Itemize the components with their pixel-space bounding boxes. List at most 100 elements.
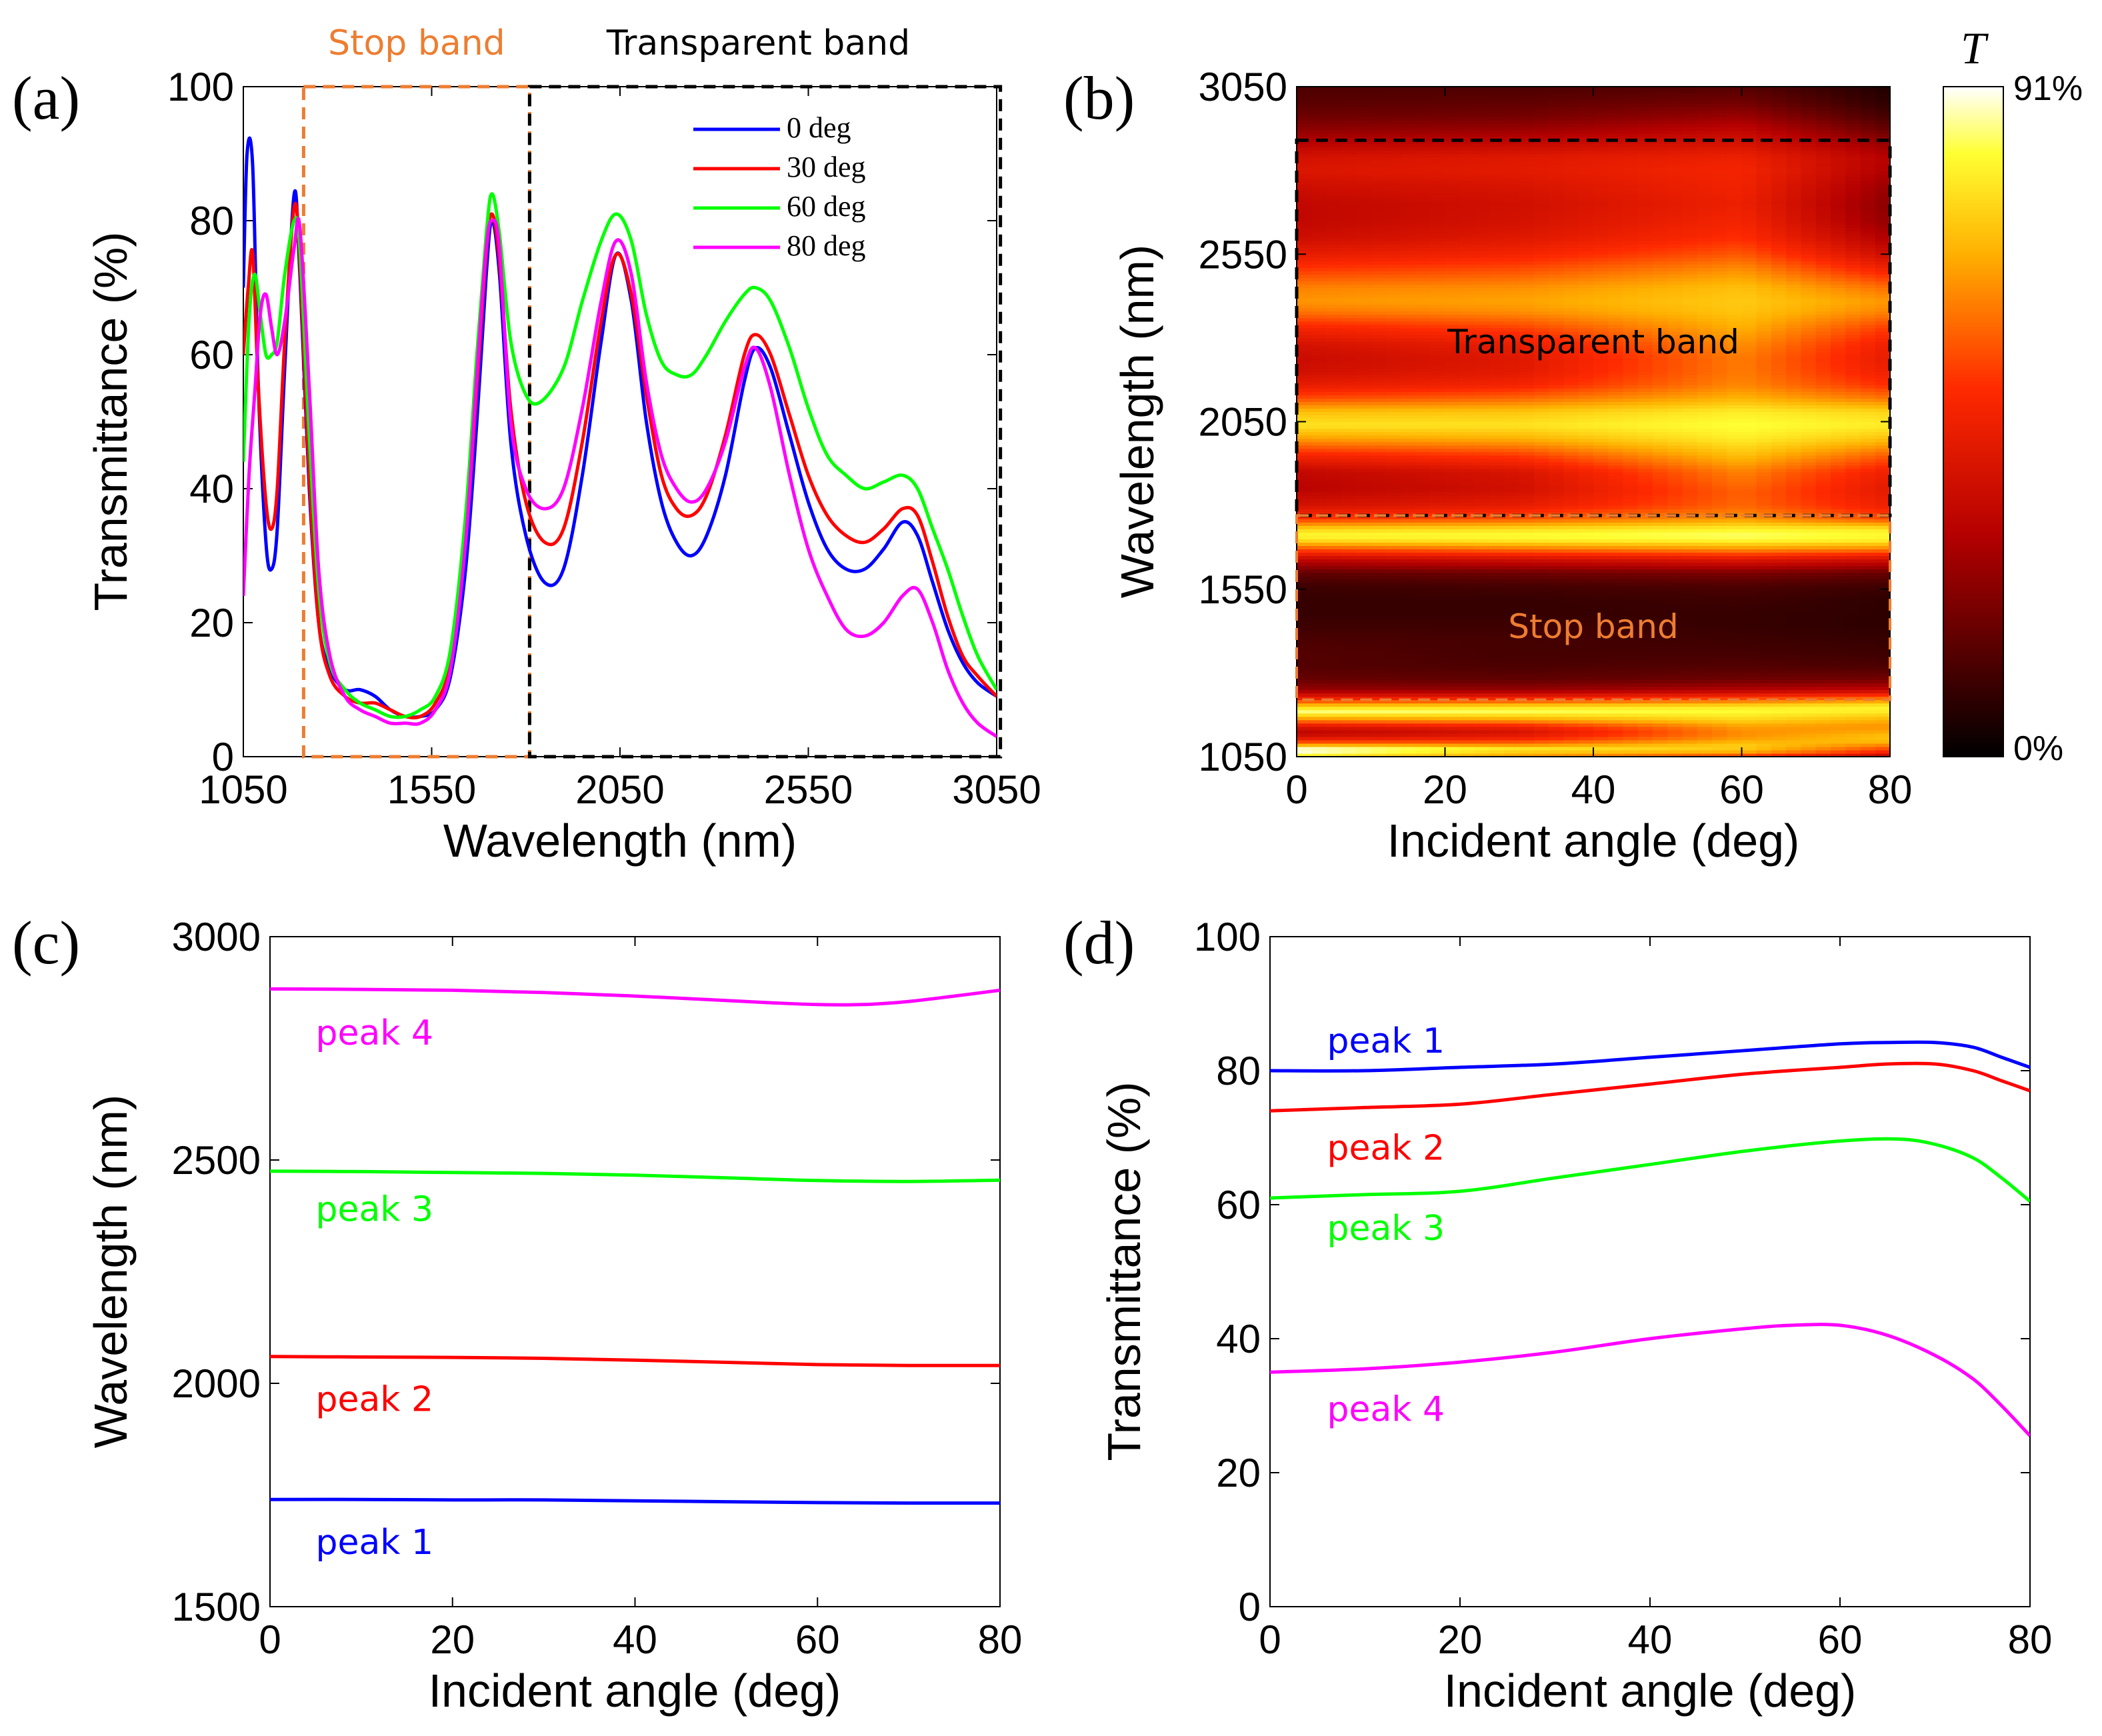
heatmap-cell <box>1845 716 1861 721</box>
heatmap-cell <box>1831 579 1846 583</box>
heatmap-cell <box>1326 532 1342 536</box>
heatmap-cell <box>1519 689 1535 694</box>
heatmap-cell <box>1741 358 1757 362</box>
heatmap-cell <box>1667 743 1683 747</box>
heatmap-cell <box>1593 499 1609 503</box>
heatmap-cell <box>1385 629 1401 633</box>
heatmap-cell <box>1578 535 1594 539</box>
heatmap-cell <box>1637 619 1653 623</box>
heatmap-cell <box>1385 418 1401 423</box>
heatmap-cell <box>1504 539 1520 543</box>
heatmap-cell <box>1326 656 1342 660</box>
heatmap-cell <box>1341 361 1357 365</box>
heatmap-cell <box>1697 361 1713 365</box>
heatmap-cell <box>1356 696 1371 701</box>
heatmap-cell <box>1297 465 1312 469</box>
heatmap-cell <box>1459 391 1475 395</box>
heatmap-cell <box>1727 623 1743 627</box>
heatmap-cell <box>1430 673 1446 677</box>
heatmap-cell <box>1741 706 1757 711</box>
heatmap-cell <box>1637 395 1653 399</box>
heatmap-cell <box>1682 375 1698 379</box>
heatmap-cell <box>1608 619 1624 623</box>
heatmap-cell <box>1385 344 1401 349</box>
heatmap-cell <box>1667 706 1683 711</box>
heatmap-cell <box>1578 391 1594 395</box>
heatmap-cell <box>1667 666 1683 670</box>
heatmap-cell <box>1608 562 1624 567</box>
heatmap-cell <box>1741 492 1757 496</box>
heatmap-cell <box>1653 736 1668 741</box>
heatmap-cell <box>1682 408 1698 413</box>
heatmap-cell <box>1637 495 1653 499</box>
heatmap-cell <box>1786 639 1802 643</box>
heatmap-cell <box>1563 663 1579 667</box>
heatmap-cell <box>1727 719 1743 724</box>
heatmap-cell <box>1623 435 1639 439</box>
heatmap-cell <box>1712 542 1727 547</box>
heatmap-cell <box>1697 683 1713 687</box>
heatmap-cell <box>1415 676 1431 681</box>
heatmap-cell <box>1801 465 1817 469</box>
heatmap-cell <box>1697 371 1713 375</box>
heatmap-cell <box>1563 699 1579 704</box>
heatmap-cell <box>1489 489 1505 493</box>
heatmap-cell <box>1815 615 1831 620</box>
heatmap-cell <box>1549 619 1565 623</box>
heatmap-cell <box>1578 673 1594 677</box>
heatmap-cell <box>1341 572 1357 577</box>
heatmap-cell <box>1771 388 1787 392</box>
heatmap-cell <box>1815 706 1831 711</box>
heatmap-cell <box>1504 716 1520 721</box>
heatmap-cell <box>1415 361 1431 365</box>
heatmap-cell <box>1400 693 1416 697</box>
heatmap-cell <box>1534 539 1549 543</box>
heatmap-cell <box>1637 726 1653 731</box>
heatmap-cell <box>1875 565 1891 570</box>
heatmap-cell <box>1415 706 1431 711</box>
heatmap-cell <box>1593 666 1609 670</box>
heatmap-cell <box>1875 468 1891 473</box>
heatmap-cell <box>1563 461 1579 466</box>
heatmap-cell <box>1712 729 1727 734</box>
heatmap-cell <box>1356 381 1371 385</box>
heatmap-cell <box>1519 519 1535 523</box>
heatmap-cell <box>1341 649 1357 653</box>
heatmap-cell <box>1815 388 1831 392</box>
heatmap-cell <box>1741 592 1757 597</box>
heatmap-cell <box>1430 599 1446 603</box>
heatmap-cell <box>1578 706 1594 711</box>
heatmap-cell <box>1593 733 1609 737</box>
heatmap-cell <box>1801 743 1817 747</box>
heatmap-cell <box>1786 656 1802 660</box>
heatmap-cell <box>1653 408 1668 413</box>
heatmap-cell <box>1697 565 1713 570</box>
heatmap-cell <box>1356 421 1371 426</box>
heatmap-cell <box>1831 385 1846 389</box>
heatmap-cell <box>1875 696 1891 701</box>
heatmap-cell <box>1860 713 1876 717</box>
heatmap-cell <box>1415 653 1431 657</box>
heatmap-cell <box>1371 669 1387 673</box>
heatmap-cell <box>1741 421 1757 426</box>
heatmap-cell <box>1712 418 1727 423</box>
heatmap-cell <box>1311 629 1327 633</box>
heatmap-cell <box>1727 361 1743 365</box>
heatmap-cell <box>1623 411 1639 416</box>
heatmap-cell <box>1445 358 1461 362</box>
heatmap-cell <box>1534 749 1549 754</box>
heatmap-cell <box>1475 686 1490 691</box>
heatmap-cell <box>1563 385 1579 389</box>
heatmap-cell <box>1801 502 1817 506</box>
heatmap-cell <box>1400 361 1416 365</box>
heatmap-cell <box>1623 468 1639 473</box>
heatmap-cell <box>1504 619 1520 623</box>
heatmap-cell <box>1430 749 1446 754</box>
heatmap-cell <box>1415 605 1431 610</box>
heatmap-cell <box>1534 375 1549 379</box>
heatmap-cell <box>1563 559 1579 563</box>
heatmap-cell <box>1489 458 1505 463</box>
heatmap-cell <box>1741 733 1757 737</box>
heatmap-cell <box>1831 639 1846 643</box>
heatmap-cell <box>1608 468 1624 473</box>
